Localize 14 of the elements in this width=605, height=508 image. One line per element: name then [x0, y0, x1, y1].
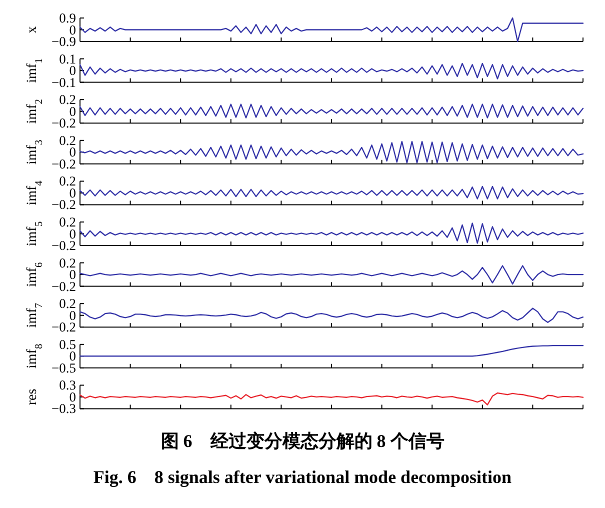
line-series — [79, 222, 584, 244]
y-axis-title: x — [25, 26, 40, 34]
line-series — [79, 308, 584, 323]
caption: Fig. 6 8 signals after variational mode decomposition — [93, 467, 512, 487]
line-series — [79, 392, 584, 406]
line-series — [79, 17, 584, 42]
line-series — [79, 265, 584, 285]
caption: 图 6 经过变分模态分解的 8 个信号 — [160, 431, 444, 451]
line-series — [79, 104, 584, 118]
line-series — [79, 62, 584, 80]
line-series — [79, 140, 584, 164]
line-series — [79, 186, 584, 200]
y-axis-title: res — [25, 388, 40, 406]
line-series — [79, 344, 584, 357]
